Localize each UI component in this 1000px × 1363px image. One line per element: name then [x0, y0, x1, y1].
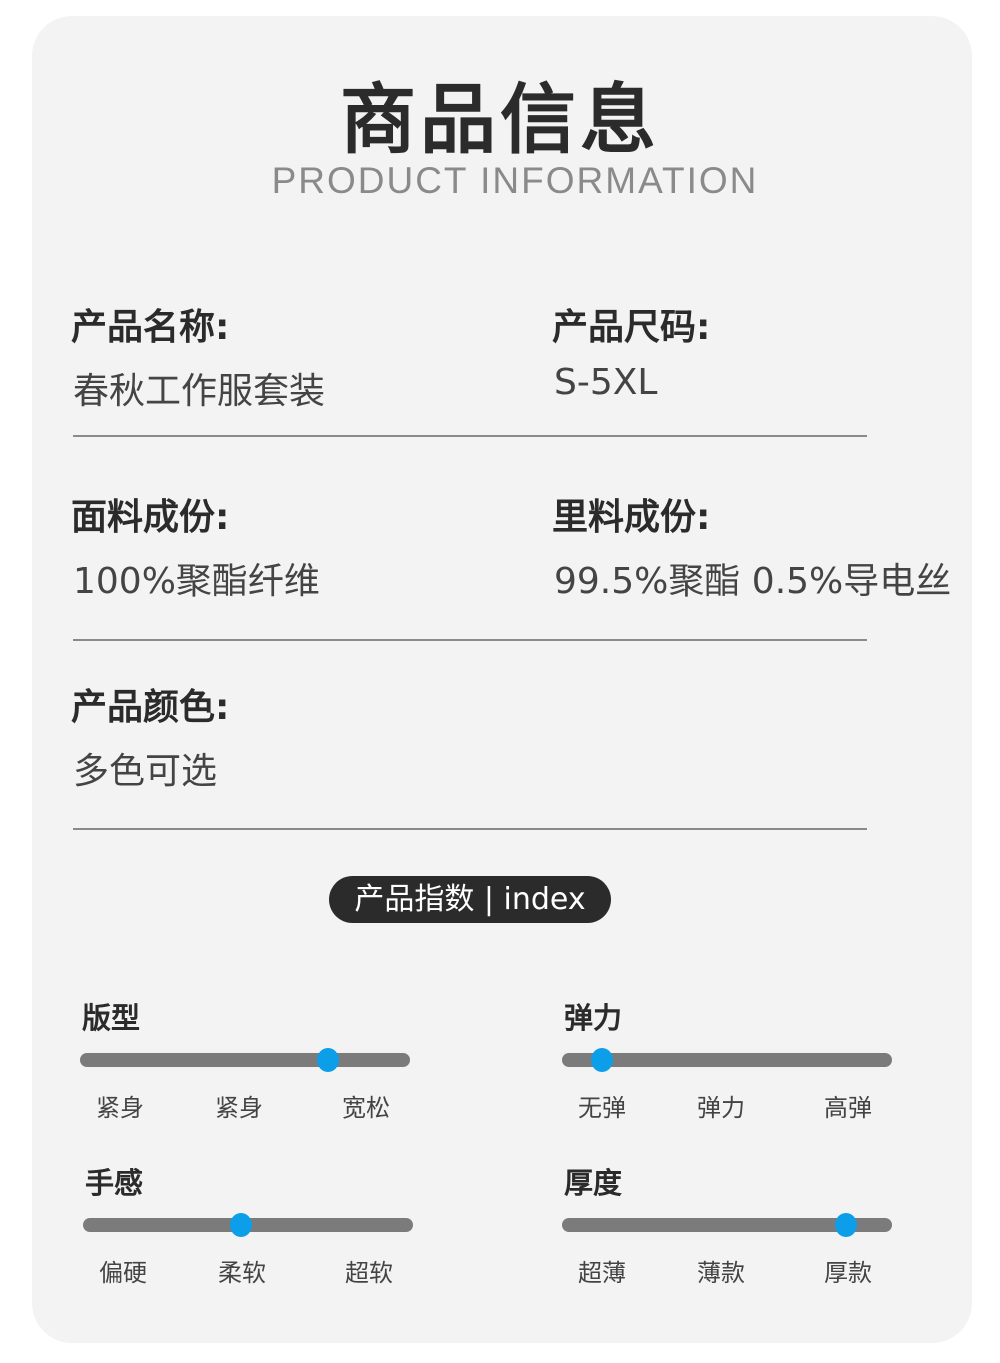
hand-feel-title: 手感: [85, 1166, 144, 1200]
product-info-card: [32, 16, 972, 1343]
thickness-slider-knob: [834, 1213, 857, 1237]
elasticity-title: 弹力: [564, 1001, 623, 1035]
product-name-label: 产品名称:: [71, 307, 230, 348]
product-name-value: 春秋工作服套装: [73, 371, 326, 412]
page-title: 商品信息: [340, 75, 660, 164]
fit-title: 版型: [82, 1001, 141, 1035]
fit-option: 紧身: [215, 1094, 263, 1122]
thickness-title: 厚度: [564, 1166, 623, 1200]
fit-option: 紧身: [96, 1094, 144, 1122]
product-size-value: S-5XL: [554, 362, 658, 403]
hand-feel-option: 柔软: [218, 1259, 266, 1287]
hand-feel-slider-track: [83, 1213, 413, 1237]
index-badge: 产品指数 | index: [329, 876, 611, 923]
elasticity-option: 弹力: [697, 1094, 745, 1122]
elasticity-slider-knob: [590, 1048, 613, 1072]
thickness-option: 薄款: [697, 1259, 745, 1287]
lining-value: 99.5%聚酯 0.5%导电丝: [554, 561, 952, 602]
thickness-option: 超薄: [578, 1259, 626, 1287]
fit-option: 宽松: [342, 1094, 390, 1122]
page-subtitle: PRODUCT INFORMATION: [271, 160, 759, 201]
color-value: 多色可选: [73, 751, 218, 792]
divider: [73, 828, 867, 830]
elasticity-slider-track: [562, 1048, 892, 1072]
fabric-label: 面料成份:: [71, 497, 230, 538]
divider: [73, 639, 867, 641]
fit-slider-knob: [316, 1048, 339, 1072]
fit-slider-track: [80, 1048, 410, 1072]
hand-feel-option: 偏硬: [99, 1259, 147, 1287]
thickness-slider-track: [562, 1213, 892, 1237]
divider: [73, 435, 867, 437]
thickness-option: 厚款: [824, 1259, 872, 1287]
lining-label: 里料成份:: [552, 497, 711, 538]
hand-feel-slider-knob: [230, 1213, 253, 1237]
fabric-value: 100%聚酯纤维: [73, 561, 320, 602]
hand-feel-option: 超软: [345, 1259, 393, 1287]
elasticity-option: 无弹: [578, 1094, 626, 1122]
elasticity-option: 高弹: [824, 1094, 872, 1122]
product-size-label: 产品尺码:: [552, 307, 711, 348]
color-label: 产品颜色:: [71, 687, 230, 728]
